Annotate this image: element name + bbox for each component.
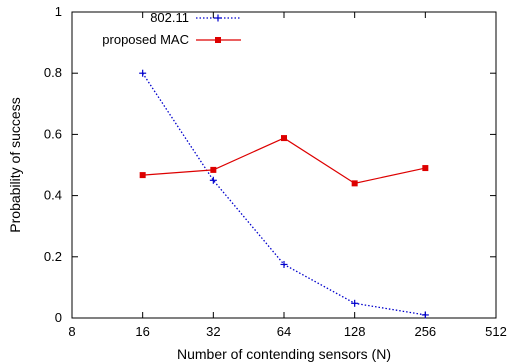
legend-sample-802-11	[196, 14, 241, 22]
data-point-802-11	[280, 260, 288, 268]
y-tick-label: 0.8	[44, 65, 62, 80]
x-tick-label: 8	[68, 324, 75, 339]
plot-frame	[71, 11, 497, 319]
x-tick-label: 64	[277, 324, 291, 339]
legend-label-proposed-mac: proposed MAC	[102, 32, 189, 47]
x-tick-label: 256	[414, 324, 436, 339]
legend-marker-802-11	[214, 14, 222, 22]
x-tick-label: 16	[135, 324, 149, 339]
data-point-proposed-mac	[422, 165, 429, 172]
series-line-proposed-mac	[142, 137, 426, 184]
data-point-802-11	[351, 299, 359, 307]
legend-sample-proposed-mac	[196, 37, 241, 43]
y-tick-label: 0.6	[44, 126, 62, 141]
data-point-proposed-mac	[281, 135, 287, 142]
data-point-802-11	[421, 311, 429, 319]
legend-marker-proposed-mac	[215, 37, 221, 43]
axis-ticks: 8 16 32 64 128 256 512 0 0.2 0.4 0.6 0.8 1	[44, 4, 507, 339]
plot-frame-group	[71, 11, 497, 319]
series-line-802-11	[142, 72, 426, 316]
y-tick-label: 0	[55, 310, 62, 325]
series-802-11	[139, 69, 429, 319]
series-layer	[139, 69, 429, 319]
y-tick-label: 1	[55, 4, 62, 19]
legend-label-802-11: 802.11	[150, 10, 189, 25]
series-proposed-mac	[139, 135, 429, 187]
data-point-proposed-mac	[139, 172, 146, 179]
data-point-proposed-mac	[351, 180, 358, 187]
y-tick-label: 0.2	[44, 249, 62, 264]
data-point-802-11	[139, 69, 147, 77]
x-axis-label: Number of contending sensors (N)	[177, 346, 391, 362]
legend: 802.11 proposed MAC	[102, 10, 241, 47]
y-axis-label: Probability of success	[7, 97, 23, 232]
data-point-proposed-mac	[210, 166, 217, 173]
x-tick-label: 32	[206, 324, 220, 339]
x-tick-label: 512	[485, 324, 507, 339]
x-tick-label: 128	[344, 324, 366, 339]
y-tick-label: 0.4	[44, 188, 62, 203]
data-point-802-11	[209, 176, 217, 184]
